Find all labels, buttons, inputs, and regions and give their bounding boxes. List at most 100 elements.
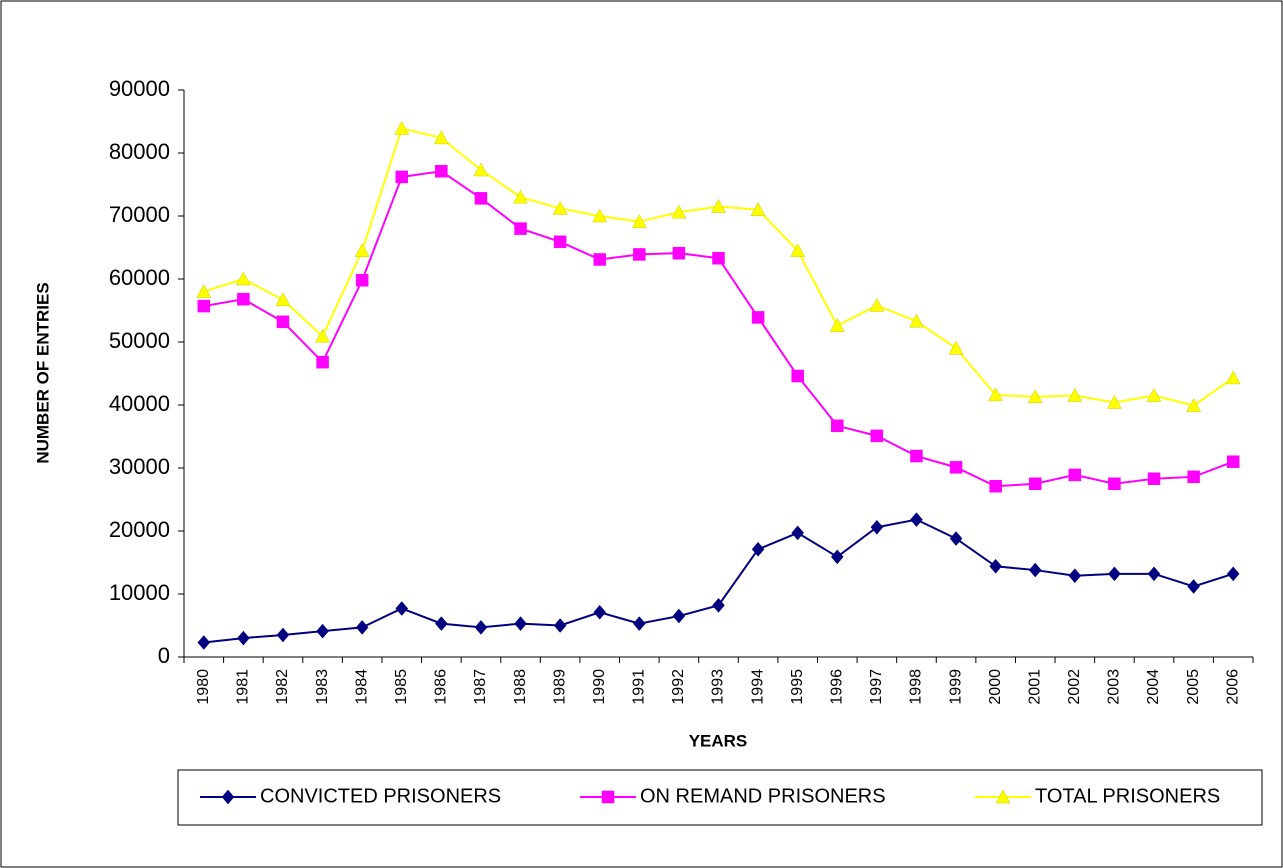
data-point bbox=[751, 541, 765, 557]
data-point bbox=[513, 189, 528, 204]
data-point bbox=[316, 623, 329, 639]
x-tick-label: 1990 bbox=[591, 669, 608, 705]
data-point bbox=[593, 604, 607, 620]
data-point bbox=[355, 274, 369, 287]
data-point bbox=[1027, 389, 1043, 404]
data-point bbox=[315, 328, 330, 343]
data-point bbox=[870, 519, 884, 535]
data-point bbox=[631, 214, 647, 228]
data-point bbox=[435, 165, 448, 178]
data-point bbox=[237, 292, 250, 306]
x-tick-label: 1999 bbox=[947, 669, 964, 705]
data-point bbox=[750, 202, 766, 216]
data-point bbox=[671, 204, 687, 219]
data-point bbox=[235, 271, 251, 286]
x-tick-label: 1989 bbox=[551, 669, 568, 705]
x-tick-label: 2000 bbox=[987, 669, 1004, 705]
data-point bbox=[672, 246, 686, 260]
legend-marker bbox=[601, 790, 615, 804]
x-tick-label: 1998 bbox=[908, 669, 925, 705]
data-point bbox=[354, 243, 370, 257]
legend-label: TOTAL PRISONERS bbox=[1035, 785, 1220, 807]
y-tick-label: 10000 bbox=[109, 580, 170, 605]
data-point bbox=[196, 284, 212, 298]
data-point bbox=[791, 369, 804, 383]
y-tick-label: 40000 bbox=[109, 391, 170, 416]
data-point bbox=[435, 616, 448, 631]
x-tick-label: 1997 bbox=[868, 669, 885, 705]
legend-label: ON REMAND PRISONERS bbox=[640, 785, 886, 807]
data-point bbox=[276, 315, 290, 329]
y-tick-label: 90000 bbox=[109, 76, 170, 101]
legend-marker bbox=[995, 789, 1011, 804]
data-point bbox=[751, 311, 765, 324]
data-point bbox=[1225, 370, 1241, 385]
x-tick-label: 1991 bbox=[631, 669, 648, 705]
y-tick-label: 70000 bbox=[109, 202, 170, 227]
x-tick-label: 1985 bbox=[393, 669, 410, 705]
data-point bbox=[1147, 472, 1161, 485]
data-point bbox=[1187, 579, 1200, 594]
data-point bbox=[1067, 388, 1083, 402]
data-point bbox=[672, 608, 686, 624]
data-point bbox=[949, 531, 963, 546]
data-point bbox=[1107, 394, 1122, 409]
data-point bbox=[1187, 470, 1200, 484]
x-tick-label: 1984 bbox=[353, 669, 370, 705]
x-tick-label: 1980 bbox=[195, 669, 212, 705]
data-point bbox=[1028, 562, 1042, 578]
x-tick-label: 1982 bbox=[274, 669, 291, 705]
y-tick-label: 30000 bbox=[109, 454, 170, 479]
x-tick-label: 1996 bbox=[828, 669, 845, 705]
x-tick-label: 1981 bbox=[235, 669, 252, 705]
data-point bbox=[632, 616, 646, 631]
data-point bbox=[197, 299, 211, 313]
x-tick-label: 1987 bbox=[472, 669, 489, 705]
data-point bbox=[1108, 477, 1121, 490]
x-tick-label: 1994 bbox=[749, 669, 766, 705]
data-point bbox=[1028, 477, 1042, 490]
data-point bbox=[394, 120, 410, 135]
data-point bbox=[948, 340, 964, 355]
data-point bbox=[1146, 388, 1162, 402]
y-tick-label: 0 bbox=[158, 643, 170, 668]
data-point bbox=[1068, 568, 1082, 584]
data-point bbox=[275, 292, 291, 307]
y-tick-label: 60000 bbox=[109, 265, 170, 290]
data-point bbox=[552, 200, 568, 215]
x-tick-label: 2002 bbox=[1066, 669, 1083, 705]
data-point bbox=[1186, 398, 1202, 412]
x-tick-label: 2003 bbox=[1106, 669, 1123, 705]
data-point bbox=[712, 251, 725, 265]
data-point bbox=[316, 355, 329, 369]
data-point bbox=[791, 525, 805, 541]
x-tick-label: 2005 bbox=[1185, 669, 1202, 705]
data-point bbox=[474, 192, 488, 205]
x-tick-label: 2006 bbox=[1224, 669, 1241, 705]
data-point bbox=[989, 480, 1002, 493]
data-point bbox=[989, 558, 1002, 574]
x-tick-label: 2001 bbox=[1026, 669, 1043, 705]
x-tick-label: 1993 bbox=[710, 669, 727, 705]
data-point bbox=[830, 549, 844, 565]
x-tick-label: 1983 bbox=[314, 669, 331, 705]
data-point bbox=[474, 620, 488, 635]
data-point bbox=[711, 199, 726, 213]
data-point bbox=[473, 162, 489, 177]
y-tick-label: 20000 bbox=[109, 517, 170, 542]
data-point bbox=[1108, 566, 1121, 582]
data-point bbox=[433, 130, 449, 145]
x-tick-label: 2004 bbox=[1145, 669, 1162, 705]
data-point bbox=[592, 208, 608, 223]
data-point bbox=[276, 627, 290, 643]
data-point bbox=[1068, 468, 1082, 482]
data-point bbox=[553, 618, 567, 633]
data-point bbox=[910, 449, 923, 463]
data-point bbox=[514, 616, 527, 631]
y-axis-label: NUMBER OF ENTRIES bbox=[33, 282, 52, 463]
data-point bbox=[633, 248, 646, 261]
x-axis-label: YEARS bbox=[689, 731, 748, 750]
data-point bbox=[395, 601, 409, 616]
data-point bbox=[988, 387, 1004, 402]
